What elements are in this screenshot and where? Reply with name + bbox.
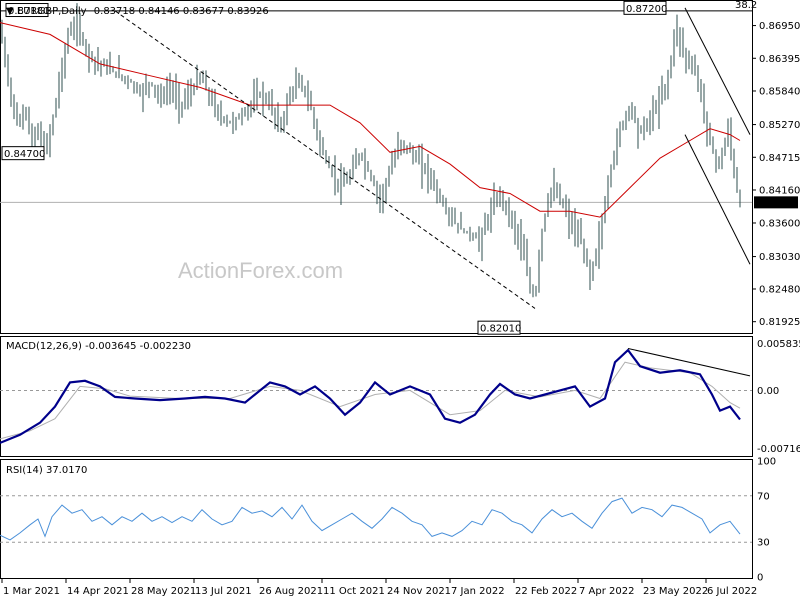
- rsi-pane-border: [0, 459, 753, 579]
- rsi-line: [0, 497, 741, 541]
- x-tick-label: 28 May 2021: [131, 586, 196, 597]
- price-tick-label: 0.82480: [759, 284, 800, 295]
- price-pane: 38.2 0.87180 0.84700 0.82010 0.87200: [0, 0, 757, 335]
- macd-tick-label: 0.005835: [757, 339, 800, 350]
- price-tick-label: 0.84715: [759, 153, 800, 164]
- annotation-label: 0.82010: [480, 324, 521, 335]
- x-tick-label: 6 Jul 2022: [707, 586, 757, 597]
- rsi-label: RSI(14) 37.0170: [6, 465, 87, 476]
- channel-upper-line: [684, 7, 751, 135]
- moving-average-line: [0, 22, 741, 218]
- price-tick-label: 0.83030: [759, 252, 800, 263]
- x-tick-label: 1 Mar 2021: [3, 586, 60, 597]
- price-tick-label: 0.81925: [759, 317, 800, 328]
- price-tick-label: 0.86395: [759, 54, 800, 65]
- rsi-tick-label: 30: [757, 538, 770, 549]
- channel-lower-line: [684, 134, 751, 265]
- x-tick-label: 13 Jul 2021: [195, 586, 252, 597]
- axes: 0.86950 0.86395 0.85840 0.85270 0.84715 0.841…: [1, 21, 800, 597]
- annotation-box: [477, 320, 521, 335]
- rsi-tick-label: 100: [757, 457, 776, 468]
- price-tick-label: 0.85270: [759, 120, 800, 131]
- rsi-tick-label: 0: [757, 573, 763, 584]
- dashed-trendline: [114, 10, 536, 309]
- macd-tick-label: -0.007166: [757, 444, 800, 455]
- price-tick-label: 0.86950: [759, 21, 800, 32]
- macd-pane: [0, 348, 752, 444]
- x-tick-label: 26 Aug 2021: [259, 586, 323, 597]
- x-tick-label: 7 Jan 2022: [451, 586, 505, 597]
- ohlc-values: 0.83718 0.84146 0.83677 0.83926: [94, 6, 269, 17]
- fib-38-label: 38.2: [735, 0, 757, 11]
- x-tick-label: 14 Apr 2021: [67, 586, 129, 597]
- current-price-box: [754, 196, 798, 209]
- current-price-label: 0.83926: [757, 198, 798, 209]
- symbol-label: EURGBP,Daily: [17, 6, 87, 17]
- macd-label: MACD(12,26,9) -0.003645 -0.002230: [6, 341, 191, 352]
- macd-trendline: [627, 348, 751, 377]
- macd-tick-label: 0.00: [757, 386, 779, 397]
- watermark: ActionForex.com: [178, 258, 343, 283]
- symbol-header: ▼ EURGBP,Daily 0.83718 0.84146 0.83677 0…: [6, 6, 269, 17]
- price-pane-border: [0, 0, 753, 334]
- macd-main-line: [0, 348, 741, 444]
- annotation-label: 0.84700: [4, 149, 45, 160]
- price-tick-label: 0.85840: [759, 86, 800, 97]
- symbol-triangle-icon: ▼: [6, 6, 17, 17]
- x-tick-label: 11 Oct 2021: [323, 586, 385, 597]
- annotation-box: [1, 146, 45, 161]
- x-tick-label: 7 Apr 2022: [579, 586, 634, 597]
- price-tick-label: 0.83600: [759, 218, 800, 229]
- price-tick-label: 0.84160: [759, 185, 800, 196]
- x-tick-label: 23 May 2022: [643, 586, 708, 597]
- x-tick-label: 24 Nov 2021: [387, 586, 451, 597]
- annotation-box: [5, 3, 49, 18]
- rsi-pane: [0, 495, 752, 543]
- rsi-tick-label: 70: [757, 491, 770, 502]
- macd-pane-border: [0, 336, 753, 457]
- annotation-label: 0.87200: [626, 4, 667, 15]
- annotation-label: 0.87180: [8, 6, 49, 17]
- annotation-box: [623, 0, 667, 15]
- x-tick-label: 22 Feb 2022: [515, 586, 577, 597]
